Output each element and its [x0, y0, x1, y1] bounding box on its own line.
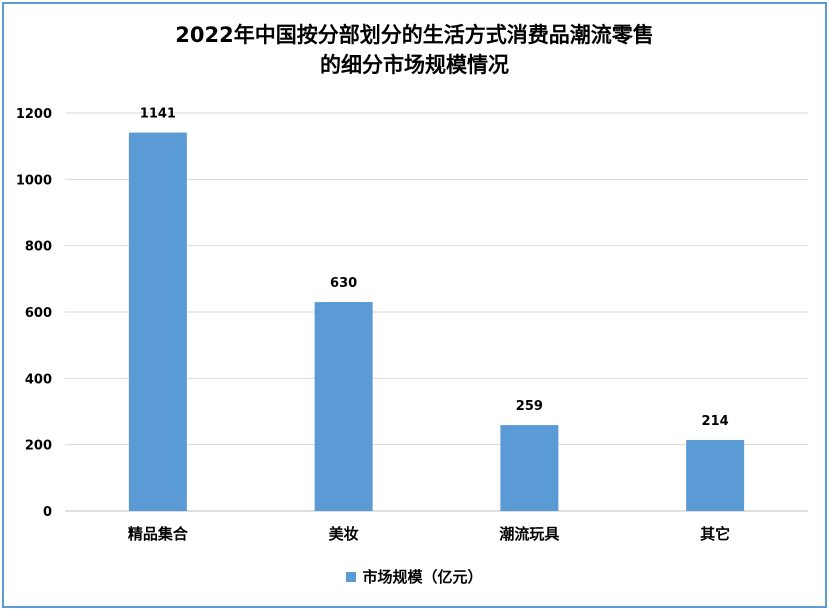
chart-title: 2022年中国按分部划分的生活方式消费品潮流零售 的细分市场规模情况	[0, 20, 829, 80]
x-tick-label: 其它	[700, 525, 730, 543]
data-label: 630	[330, 276, 357, 291]
y-tick-label: 0	[43, 505, 52, 520]
y-tick-label: 800	[25, 240, 52, 255]
legend-label: 市场规模（亿元）	[362, 568, 483, 586]
x-tick-label: 美妆	[329, 525, 359, 543]
legend-swatch	[346, 571, 357, 582]
chart-title-line-1: 2022年中国按分部划分的生活方式消费品潮流零售	[175, 23, 654, 47]
data-label: 1141	[140, 107, 176, 122]
x-tick-label: 潮流玩具	[499, 525, 559, 543]
bar	[314, 302, 373, 511]
y-tick-label: 1200	[16, 107, 52, 122]
x-tick-label: 精品集合	[128, 525, 189, 543]
bar	[128, 132, 187, 511]
y-tick-label: 200	[25, 439, 52, 454]
data-label: 259	[516, 399, 543, 414]
legend: 市场规模（亿元）	[0, 566, 829, 587]
y-tick-label: 600	[25, 306, 52, 321]
y-tick-label: 400	[25, 372, 52, 387]
data-label: 214	[702, 414, 729, 429]
bar	[500, 425, 559, 511]
y-tick-label: 1000	[16, 173, 52, 188]
chart-title-line-2: 的细分市场规模情况	[320, 53, 509, 77]
bar	[686, 440, 745, 511]
